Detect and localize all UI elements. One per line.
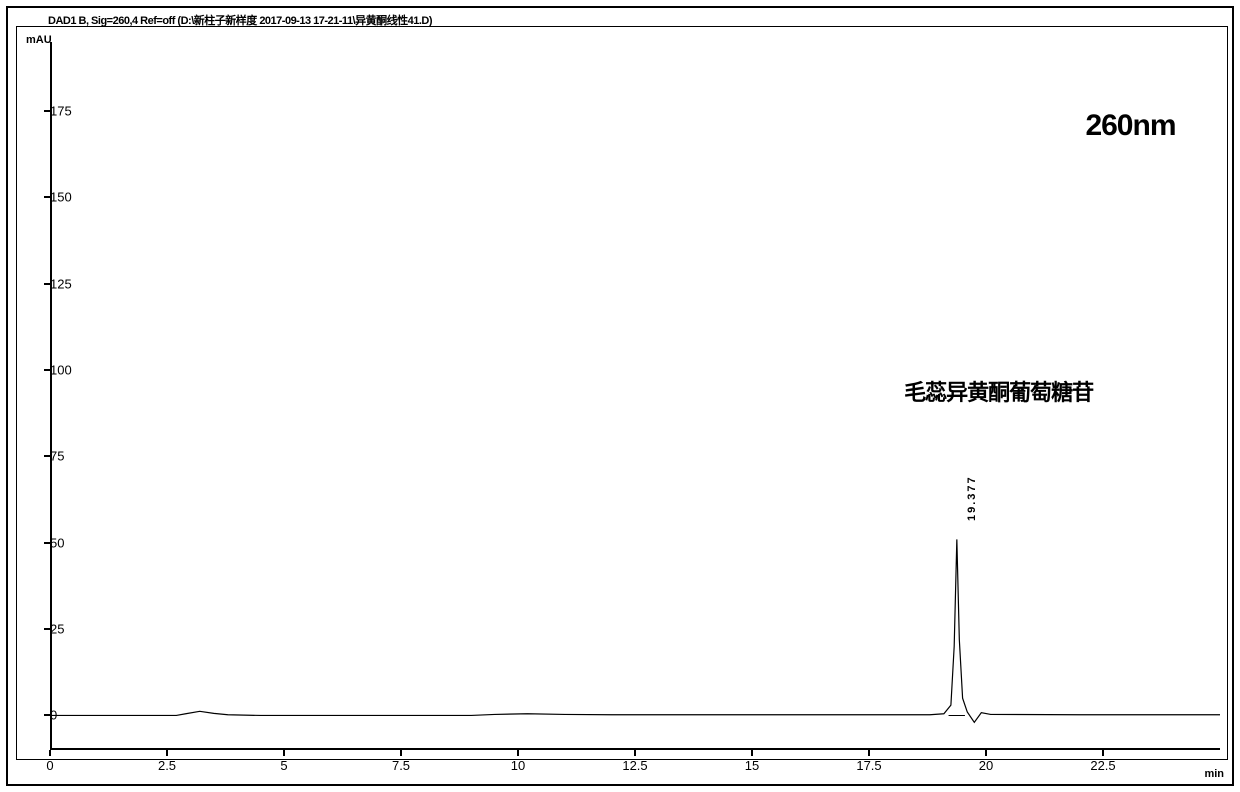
peak-compound-annotation: 毛蕊异黄酮葡萄糖苷 xyxy=(904,375,1093,407)
signal-header: DAD1 B, Sig=260,4 Ref=off (D:\新柱子新样度 201… xyxy=(48,12,432,28)
x-tick xyxy=(283,750,285,756)
retention-time-label: 19.377 xyxy=(966,476,978,522)
x-tick xyxy=(868,750,870,756)
wavelength-annotation: 260nm xyxy=(1085,109,1175,143)
x-tick xyxy=(517,750,519,756)
plot-area: 0255075100125150175 02.557.51012.51517.5… xyxy=(50,42,1220,750)
y-axis-unit: mAU xyxy=(26,34,52,46)
x-tick xyxy=(49,750,51,756)
x-tick xyxy=(166,750,168,756)
chromatogram-frame: DAD1 B, Sig=260,4 Ref=off (D:\新柱子新样度 201… xyxy=(6,6,1234,786)
x-tick xyxy=(400,750,402,756)
x-axis-unit: min xyxy=(1204,768,1224,780)
x-tick xyxy=(985,750,987,756)
x-tick xyxy=(751,750,753,756)
x-tick xyxy=(634,750,636,756)
x-tick xyxy=(1102,750,1104,756)
